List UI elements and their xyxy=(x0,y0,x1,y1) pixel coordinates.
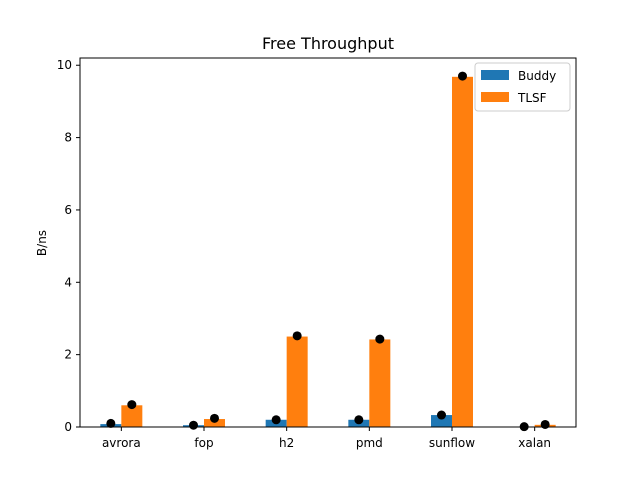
bar-tlsf-h2 xyxy=(287,337,308,427)
marker-buddy-pmd xyxy=(354,415,363,424)
marker-tlsf-avrora xyxy=(127,400,136,409)
y-tick-label-0: 0 xyxy=(64,420,72,434)
marker-tlsf-h2 xyxy=(293,331,302,340)
x-tick-label-fop: fop xyxy=(194,436,213,450)
legend-label-buddy: Buddy xyxy=(518,69,556,83)
legend-label-tlsf: TLSF xyxy=(517,91,547,105)
bar-tlsf-sunflow xyxy=(452,77,473,427)
marker-tlsf-fop xyxy=(210,414,219,423)
y-axis-label: B/ns xyxy=(35,230,49,256)
y-tick-label-4: 4 xyxy=(64,275,72,289)
bars-layer xyxy=(100,77,555,427)
x-tick-label-xalan: xalan xyxy=(518,436,551,450)
x-tick-label-h2: h2 xyxy=(279,436,294,450)
marker-tlsf-xalan xyxy=(541,420,550,429)
bar-tlsf-pmd xyxy=(369,339,390,427)
x-tick-label-sunflow: sunflow xyxy=(429,436,475,450)
markers-layer xyxy=(106,72,549,432)
legend: Buddy TLSF xyxy=(475,63,570,111)
y-tick-label-6: 6 xyxy=(64,203,72,217)
x-axis: avrora fop h2 pmd sunflow xalan xyxy=(102,427,551,450)
marker-buddy-fop xyxy=(189,421,198,430)
marker-tlsf-sunflow xyxy=(458,72,467,81)
y-tick-label-10: 10 xyxy=(57,58,72,72)
legend-swatch-tlsf xyxy=(481,92,509,102)
chart-title: Free Throughput xyxy=(262,34,394,53)
x-tick-label-avrora: avrora xyxy=(102,436,141,450)
y-tick-label-2: 2 xyxy=(64,348,72,362)
marker-buddy-h2 xyxy=(272,415,281,424)
marker-tlsf-pmd xyxy=(375,335,384,344)
y-tick-label-8: 8 xyxy=(64,131,72,145)
legend-swatch-buddy xyxy=(481,70,509,80)
x-tick-label-pmd: pmd xyxy=(356,436,383,450)
y-axis: 0 2 4 6 8 10 xyxy=(57,58,80,434)
plot-frame xyxy=(80,58,576,427)
marker-buddy-sunflow xyxy=(437,411,446,420)
